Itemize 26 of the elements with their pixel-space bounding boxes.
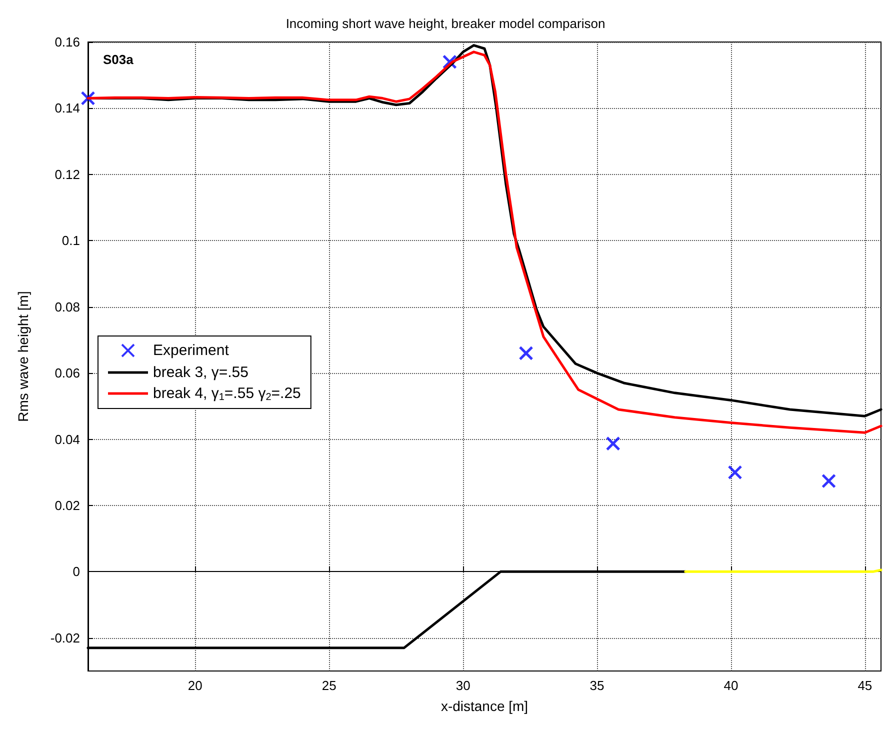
y-tick-label: 0.08 — [54, 299, 80, 314]
x-tick-label: 45 — [858, 678, 872, 693]
y-axis-title: Rms wave height [m] — [15, 291, 31, 422]
y-tick-label: -0.02 — [50, 630, 80, 646]
y-tick-label: 0.12 — [54, 166, 80, 182]
x-tick-label: 30 — [456, 678, 470, 693]
x-tick-label: 20 — [188, 678, 202, 693]
x-tick-label: 25 — [322, 678, 336, 693]
chart-title: Incoming short wave height, breaker model comparison — [286, 16, 606, 31]
point — [728, 465, 742, 480]
y-tick-label: 0.04 — [54, 432, 80, 447]
x-axis-title: x-distance [m] — [440, 698, 528, 714]
point — [606, 436, 620, 451]
y-tick-label: 0.14 — [54, 100, 80, 116]
y-tick-label: 0.02 — [54, 498, 80, 513]
point — [822, 474, 836, 488]
y-tick-label: 0.16 — [54, 34, 80, 50]
y-tick-label: 0 — [72, 564, 80, 580]
annotation: S03a — [103, 52, 134, 67]
y-tick-label: 0.06 — [54, 366, 80, 381]
x-tick-label: 40 — [724, 678, 738, 693]
y-tick-label: 0.1 — [62, 233, 80, 248]
legend-label: break 3, γ=.55 — [153, 364, 248, 381]
x-tick-label: 35 — [590, 678, 604, 693]
point — [518, 346, 534, 360]
legend-label: Experiment — [153, 342, 230, 359]
